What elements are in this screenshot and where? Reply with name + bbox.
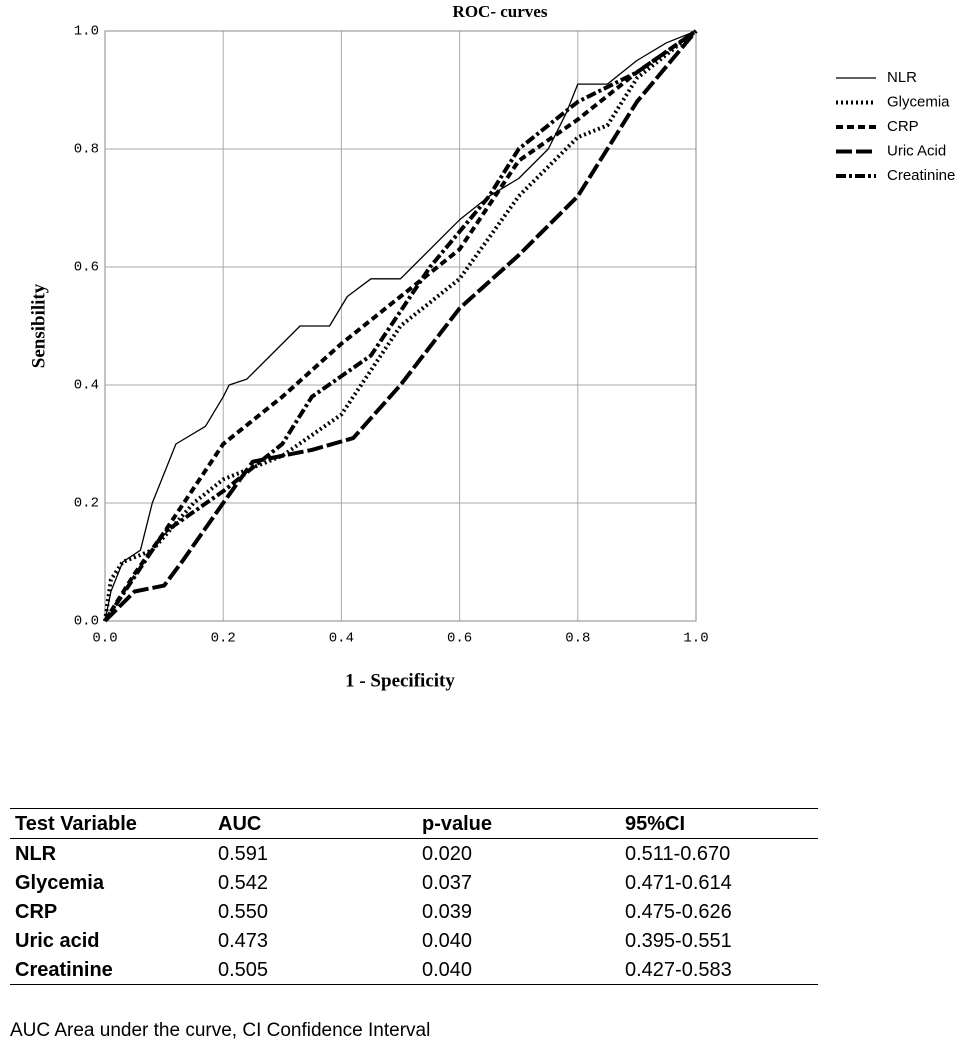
y-tick-label: 0.0 xyxy=(74,614,99,630)
table-cell: Uric acid xyxy=(15,930,100,952)
y-tick-label: 0.6 xyxy=(74,260,99,276)
table-cell: 0.473 xyxy=(218,930,269,952)
y-tick-label: 0.8 xyxy=(74,142,99,158)
x-tick-label: 1.0 xyxy=(683,631,708,647)
table-cell: 0.037 xyxy=(422,872,473,894)
table-cell: 0.591 xyxy=(218,843,269,865)
table-cell: 0.505 xyxy=(218,959,269,981)
roc-curve xyxy=(103,29,698,623)
table-cell: 0.511-0.670 xyxy=(625,843,731,865)
x-axis-label: 1 - Specificity xyxy=(345,670,455,691)
legend-label: Creatinine xyxy=(887,167,955,184)
x-tick-label: 0.0 xyxy=(92,631,117,647)
table-cell: 0.020 xyxy=(422,843,473,865)
legend-label: Glycemia xyxy=(887,93,950,110)
table-cell: 0.471-0.614 xyxy=(625,872,732,894)
table-header: Test Variable AUC p-value 95%CI xyxy=(10,809,818,839)
table-row: CRP 0.550 0.039 0.475-0.626 xyxy=(10,897,818,926)
header-cell: 95%CI xyxy=(625,813,686,835)
roc-curve xyxy=(103,29,698,623)
roc-curve xyxy=(103,29,698,622)
table-cell: 0.040 xyxy=(422,959,473,981)
table-cell: 0.040 xyxy=(422,930,473,952)
table-cell: 0.550 xyxy=(218,901,269,923)
x-tick-label: 0.8 xyxy=(565,631,590,647)
table-row: Uric acid 0.473 0.040 0.395-0.551 xyxy=(10,926,818,955)
table-cell: 0.475-0.626 xyxy=(625,901,732,923)
y-tick-label: 0.4 xyxy=(74,378,99,394)
chart-title: ROC- curves xyxy=(453,2,548,21)
x-tick-label: 0.4 xyxy=(329,631,354,647)
table-cell: 0.395-0.551 xyxy=(625,930,732,952)
x-tick-label: 0.6 xyxy=(447,631,472,647)
footnote: AUC Area under the curve, CI Confidence … xyxy=(10,1020,431,1041)
table-row: NLR 0.591 0.020 0.511-0.670 xyxy=(10,839,818,868)
table-cell: CRP xyxy=(15,901,58,923)
table: Test Variable AUC p-value 95%CI NLR 0.591 0.02… xyxy=(10,808,818,985)
legend-label: Uric Acid xyxy=(887,142,946,159)
y-tick-label: 1.0 xyxy=(74,24,99,40)
y-tick-label: 0.2 xyxy=(74,496,99,512)
roc-curve xyxy=(104,30,697,622)
table-cell: Glycemia xyxy=(15,872,104,894)
table-cell: 0.427-0.583 xyxy=(625,959,732,981)
roc-curve xyxy=(103,29,698,623)
chart: ROC- curves 1 - Specificity Sensibility … xyxy=(28,2,955,691)
table-cell: 0.039 xyxy=(422,901,473,923)
table-cell: 0.542 xyxy=(218,872,269,894)
table-cell: NLR xyxy=(15,843,57,865)
plot-frame xyxy=(104,30,697,622)
header-cell: Test Variable xyxy=(15,813,137,835)
header-cell: p-value xyxy=(422,813,493,835)
table-row: Glycemia 0.542 0.037 0.471-0.614 xyxy=(10,868,818,897)
x-tick-label: 0.2 xyxy=(211,631,236,647)
legend-label: CRP xyxy=(887,118,919,135)
table-cell: Creatinine xyxy=(15,959,113,981)
legend-label: NLR xyxy=(887,69,917,86)
y-axis-label: Sensibility xyxy=(28,283,49,368)
table-row: Creatinine 0.505 0.040 0.427-0.583 xyxy=(10,955,818,984)
header-cell: AUC xyxy=(218,813,262,835)
